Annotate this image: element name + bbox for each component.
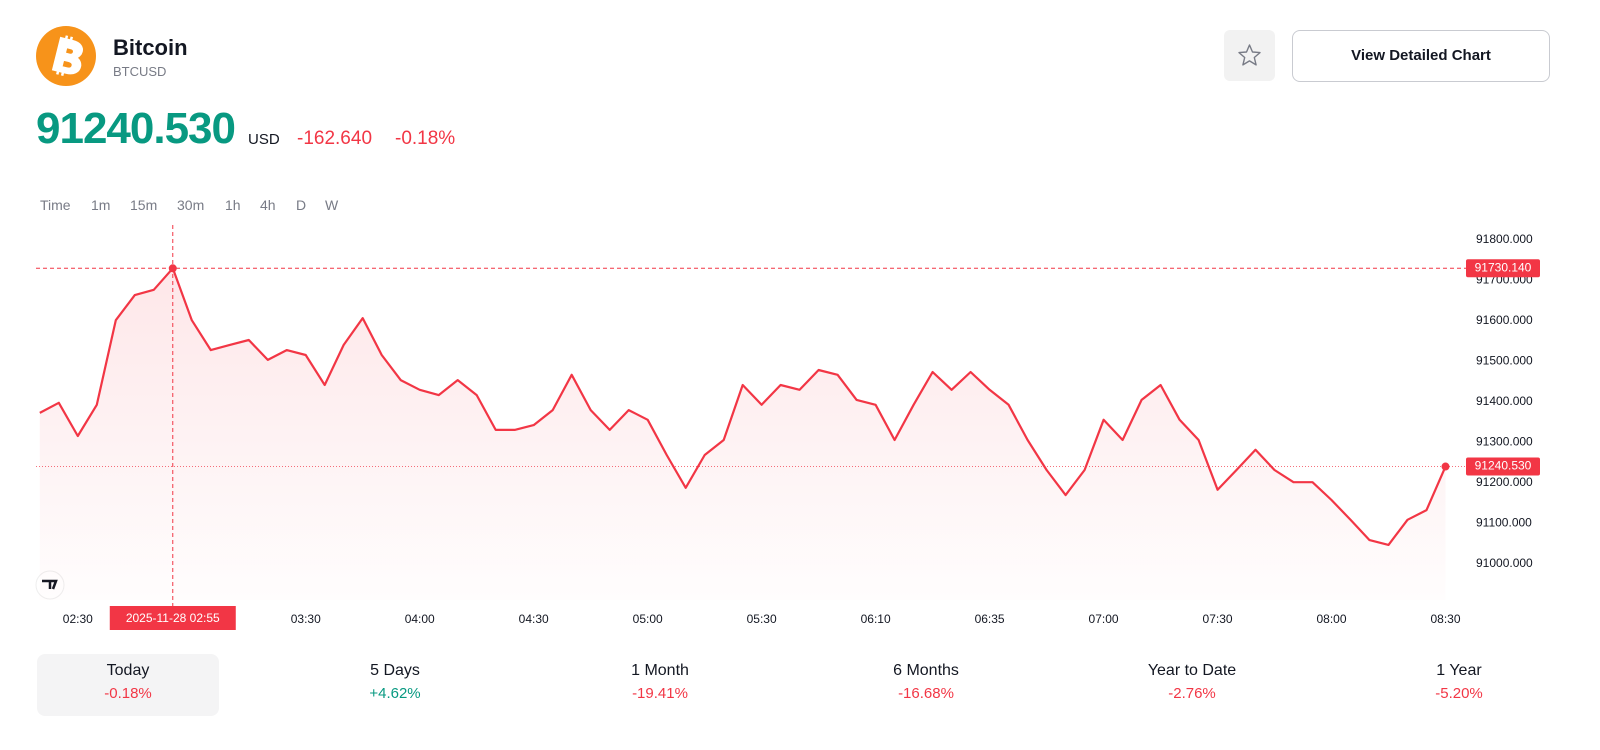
period-label: Today bbox=[106, 662, 150, 679]
performance-item[interactable]: 6 Months -16.68% bbox=[835, 654, 1017, 716]
period-label: 1 Year bbox=[1436, 662, 1482, 679]
timeframe-option[interactable]: Time bbox=[40, 197, 71, 213]
timeframe-option[interactable]: W bbox=[325, 197, 339, 213]
crosshair-value-box bbox=[1466, 259, 1540, 278]
price: 91240.530 bbox=[36, 104, 236, 153]
area bbox=[39, 268, 1446, 600]
last-price-label: 91240.530 bbox=[1475, 459, 1532, 473]
period-change: -5.20% bbox=[1435, 685, 1483, 702]
currency: USD bbox=[248, 131, 280, 148]
timeframe-option[interactable]: 1h bbox=[225, 197, 241, 213]
y-tick-label: 91600.000 bbox=[1476, 313, 1533, 327]
x-tick-label: 02:30 bbox=[63, 612, 93, 626]
x-tick-label: 04:00 bbox=[405, 612, 435, 626]
price-change: -162.640 bbox=[297, 128, 373, 149]
period-change: -19.41% bbox=[632, 685, 688, 702]
star-icon bbox=[1238, 44, 1261, 66]
y-tick-label: 91300.000 bbox=[1476, 435, 1533, 449]
period-change: -0.18% bbox=[104, 685, 152, 702]
y-tick-label: 91000.000 bbox=[1476, 556, 1533, 570]
period-change: -16.68% bbox=[898, 685, 954, 702]
bitcoin-glyph bbox=[51, 35, 83, 76]
period-label: 1 Month bbox=[631, 662, 689, 679]
x-tick-label: 05:00 bbox=[633, 612, 663, 626]
x-tick-label: 03:30 bbox=[291, 612, 321, 626]
crosshair-value-label: 91730.140 bbox=[1475, 260, 1532, 274]
asset-name: Bitcoin bbox=[113, 35, 188, 60]
y-tick-label: 91100.000 bbox=[1476, 516, 1532, 530]
x-tick-label: 06:10 bbox=[861, 612, 891, 626]
y-tick-label: 91500.000 bbox=[1476, 354, 1533, 368]
y-tick-label: 91400.000 bbox=[1476, 394, 1533, 408]
timeframe-option[interactable]: D bbox=[296, 197, 307, 213]
detailed-chart-button[interactable]: View Detailed Chart bbox=[1292, 30, 1550, 82]
performance-item[interactable]: Today -0.18% bbox=[37, 654, 219, 716]
performance-item[interactable]: 1 Year -5.20% bbox=[1368, 654, 1550, 716]
x-tick-label: 04:30 bbox=[519, 612, 549, 626]
performance-item[interactable]: 5 Days +4.62% bbox=[304, 654, 486, 716]
performance-item[interactable]: 1 Month -19.41% bbox=[569, 654, 751, 716]
x-tick-label: 05:30 bbox=[747, 612, 777, 626]
x-tick-label: 08:00 bbox=[1317, 612, 1347, 626]
favorite-button[interactable] bbox=[1224, 30, 1275, 81]
x-tick-label: 08:30 bbox=[1430, 612, 1460, 626]
last-price-box bbox=[1466, 457, 1540, 476]
crosshair-point bbox=[168, 264, 177, 273]
timeframe-option[interactable]: 4h bbox=[260, 197, 276, 213]
crosshair-time-box bbox=[109, 606, 236, 630]
period-label: 6 Months bbox=[893, 662, 959, 679]
price-line bbox=[39, 267, 1447, 546]
x-tick-label: 07:00 bbox=[1089, 612, 1119, 626]
timeframe-option[interactable]: 30m bbox=[177, 197, 205, 213]
performance-item[interactable]: Year to Date -2.76% bbox=[1101, 654, 1283, 716]
x-tick-label: 06:35 bbox=[975, 612, 1005, 626]
period-change: +4.62% bbox=[369, 685, 421, 702]
asset-symbol: BTCUSD bbox=[113, 64, 167, 79]
period-label: Year to Date bbox=[1147, 662, 1237, 679]
x-tick-label: 07:30 bbox=[1203, 612, 1233, 626]
crosshair-time-label: 2025-11-28 02:55 bbox=[126, 611, 220, 625]
timeframe-option[interactable]: 1m bbox=[91, 197, 111, 213]
chart: 91000.000 91100.000 91200.000 91300.000 9140… bbox=[35, 26, 1540, 630]
last-point bbox=[1441, 462, 1450, 471]
timeframe-option[interactable]: 15m bbox=[130, 197, 158, 213]
percent-change: -0.18% bbox=[395, 128, 456, 149]
y-tick-label: 91800.000 bbox=[1476, 232, 1533, 246]
period-label: 5 Days bbox=[370, 662, 420, 679]
period-change: -2.76% bbox=[1168, 685, 1216, 702]
y-tick-label: 91200.000 bbox=[1476, 475, 1533, 489]
